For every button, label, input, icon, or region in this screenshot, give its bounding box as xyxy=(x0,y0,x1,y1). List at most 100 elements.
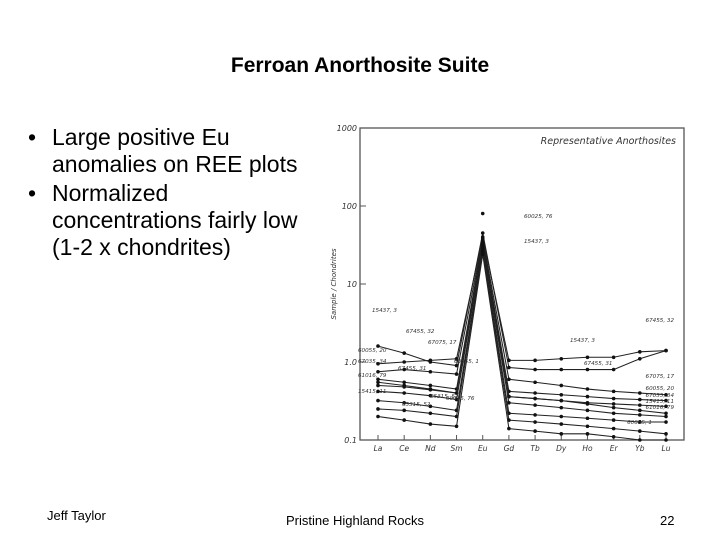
series-line xyxy=(377,254,666,441)
data-point xyxy=(611,396,616,401)
data-point xyxy=(376,344,380,348)
data-point xyxy=(402,385,406,389)
sample-label: 67455, 32 xyxy=(406,329,435,335)
data-point xyxy=(638,429,642,433)
sample-label: 67075, 17 xyxy=(428,340,457,346)
data-point xyxy=(428,393,433,398)
data-point xyxy=(428,422,433,426)
data-point xyxy=(402,408,406,413)
data-point xyxy=(585,394,590,399)
data-point xyxy=(559,432,564,436)
data-point xyxy=(507,358,511,363)
x-tick-label: Sm xyxy=(451,444,463,453)
data-point xyxy=(402,400,406,405)
data-point xyxy=(611,405,616,410)
sample-label: 67455, 32 xyxy=(646,318,675,324)
data-point xyxy=(664,432,668,436)
bullet-list: • Large positive Eu anomalies on REE plot… xyxy=(28,124,298,263)
series-line xyxy=(377,246,667,418)
bullet-text: Large positive Eu anomalies on REE plots xyxy=(52,124,298,177)
data-point xyxy=(533,380,537,385)
data-point xyxy=(533,429,537,433)
bullet-glyph: • xyxy=(28,124,37,150)
data-point xyxy=(507,365,511,370)
data-point xyxy=(664,420,668,424)
sample-label: 67455, 31 xyxy=(398,366,426,372)
series-line xyxy=(377,249,666,423)
data-point xyxy=(533,391,537,395)
data-point xyxy=(376,380,380,385)
sample-label: 60055, 1 xyxy=(627,420,652,426)
bullet-glyph: • xyxy=(28,180,37,206)
data-point xyxy=(376,361,380,366)
x-tick-label: Eu xyxy=(478,444,488,453)
data-point xyxy=(585,402,590,406)
ree-chart-svg: 1000 100 10 1.0 0.1 Sample / Chondrites La Ce Nd… xyxy=(322,100,702,460)
sample-label: 15415, 11 xyxy=(358,389,386,395)
data-point xyxy=(559,405,564,410)
data-point xyxy=(402,351,406,355)
data-point xyxy=(585,416,590,421)
y-tick-label: 100 xyxy=(342,202,357,211)
data-point xyxy=(480,231,485,235)
sample-label: 65315, 52 xyxy=(402,402,431,408)
data-point xyxy=(454,356,459,361)
data-point xyxy=(428,388,433,392)
data-point xyxy=(533,367,537,372)
series-line xyxy=(377,251,667,435)
series-line xyxy=(377,240,667,402)
data-point xyxy=(402,367,406,372)
footer-author: Jeff Taylor xyxy=(47,508,106,523)
data-point xyxy=(611,355,616,360)
data-point xyxy=(402,418,406,422)
data-point xyxy=(611,367,616,372)
data-point xyxy=(638,413,642,417)
page-number: 22 xyxy=(660,513,675,528)
x-tick-label: Gd xyxy=(504,444,515,453)
data-point xyxy=(402,360,406,364)
data-point xyxy=(638,397,642,402)
data-point xyxy=(428,383,433,388)
data-point xyxy=(559,414,564,419)
sample-label: 67035, 34 xyxy=(358,359,387,365)
data-point xyxy=(664,404,668,409)
data-point xyxy=(611,411,616,416)
series-line xyxy=(377,238,667,396)
y-tick-label: 0.1 xyxy=(344,436,357,445)
data-point xyxy=(585,432,590,436)
data-point xyxy=(454,424,459,429)
data-point xyxy=(480,247,485,251)
x-tick-label: Lu xyxy=(662,444,671,453)
data-point xyxy=(376,377,380,382)
sample-label: 61016, 79 xyxy=(646,405,675,411)
y-axis-label: Sample / Chondrites xyxy=(330,248,338,319)
data-point xyxy=(638,403,642,407)
data-point xyxy=(611,418,616,422)
chart-title: Representative Anorthosites xyxy=(541,136,676,147)
data-point xyxy=(559,383,564,388)
ree-chart: 1000 100 10 1.0 0.1 Sample / Chondrites La Ce Nd… xyxy=(322,100,702,460)
data-point xyxy=(376,398,380,403)
data-point xyxy=(454,363,459,368)
data-point xyxy=(559,392,564,397)
y-tick-label: 1.0 xyxy=(344,358,357,367)
data-point xyxy=(559,398,564,403)
data-point xyxy=(585,387,590,391)
y-tick-label: 1000 xyxy=(337,124,357,133)
data-point xyxy=(533,396,537,401)
sample-label: 60055, 20 xyxy=(646,386,675,392)
bullet-item: • Normalized concentrations fairly low (1… xyxy=(28,180,298,261)
data-point xyxy=(402,391,406,395)
x-tick-label: Nd xyxy=(425,444,436,453)
x-tick-label: Dy xyxy=(556,444,567,453)
data-point xyxy=(480,249,485,254)
data-point xyxy=(611,389,616,394)
x-tick-label: Ho xyxy=(582,444,593,453)
data-point xyxy=(664,414,668,419)
data-point xyxy=(480,211,485,216)
data-point xyxy=(376,389,380,394)
data-point xyxy=(559,356,564,361)
data-point xyxy=(428,369,433,374)
data-point xyxy=(638,350,642,354)
data-point xyxy=(376,383,380,388)
